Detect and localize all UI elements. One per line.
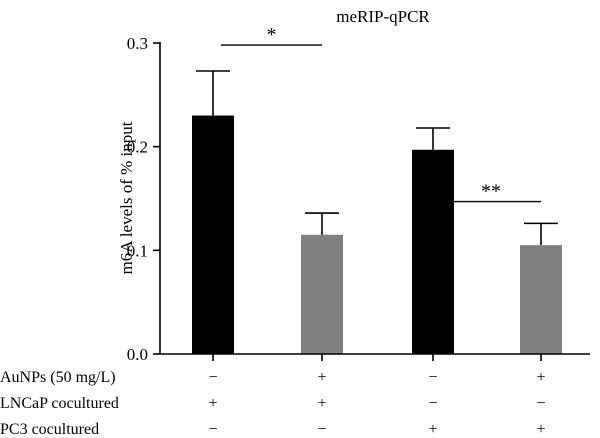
condition-cell-2-3: − [428,395,437,412]
bar-3 [412,149,454,354]
significance-label-2: ** [481,181,501,203]
condition-cell-2-2: + [317,395,326,412]
condition-cell-2-4: − [536,395,545,412]
condition-cell-2-1: + [208,395,217,412]
condition-row-label-1: AuNPs (50 mg/L) [0,369,116,386]
bars-layer [192,70,562,354]
condition-row-label-2: LNCaP cocultured [0,395,119,412]
bar-2 [301,234,343,354]
condition-cell-1-1: − [208,369,217,386]
y-tick-label-0: 0.0 [127,345,148,364]
y-tick-label-1: 0.1 [127,241,148,260]
bar-1 [192,115,234,354]
condition-cell-1-2: + [317,369,326,386]
y-tick-label-3: 0.3 [127,34,148,53]
condition-row-label-3: PC3 cocultured [0,421,99,438]
condition-cell-3-3: + [428,421,437,438]
bar-4 [520,245,562,354]
axes-layer: 0.0 0.1 0.2 0.3 [127,34,590,364]
significance-label-1: * [267,24,277,46]
condition-cell-3-2: − [317,421,326,438]
condition-table: AuNPs (50 mg/L) − + − + LNCaP cocultured + + − − P… [0,369,546,438]
condition-cell-3-4: + [536,421,545,438]
condition-cell-3-1: − [208,421,217,438]
y-tick-label-2: 0.2 [127,138,148,157]
significance-layer: *** [221,24,541,203]
condition-cell-1-3: − [428,369,437,386]
y-axis-label: m6A levels of % input [117,121,136,274]
chart-title: meRIP-qPCR [336,7,430,26]
condition-cell-1-4: + [536,369,545,386]
